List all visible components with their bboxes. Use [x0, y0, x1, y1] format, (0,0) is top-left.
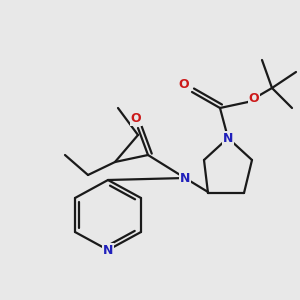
Text: O: O [249, 92, 259, 104]
Text: O: O [131, 112, 141, 124]
Text: N: N [180, 172, 190, 184]
Text: N: N [223, 131, 233, 145]
Text: N: N [103, 244, 113, 256]
Text: O: O [179, 77, 189, 91]
